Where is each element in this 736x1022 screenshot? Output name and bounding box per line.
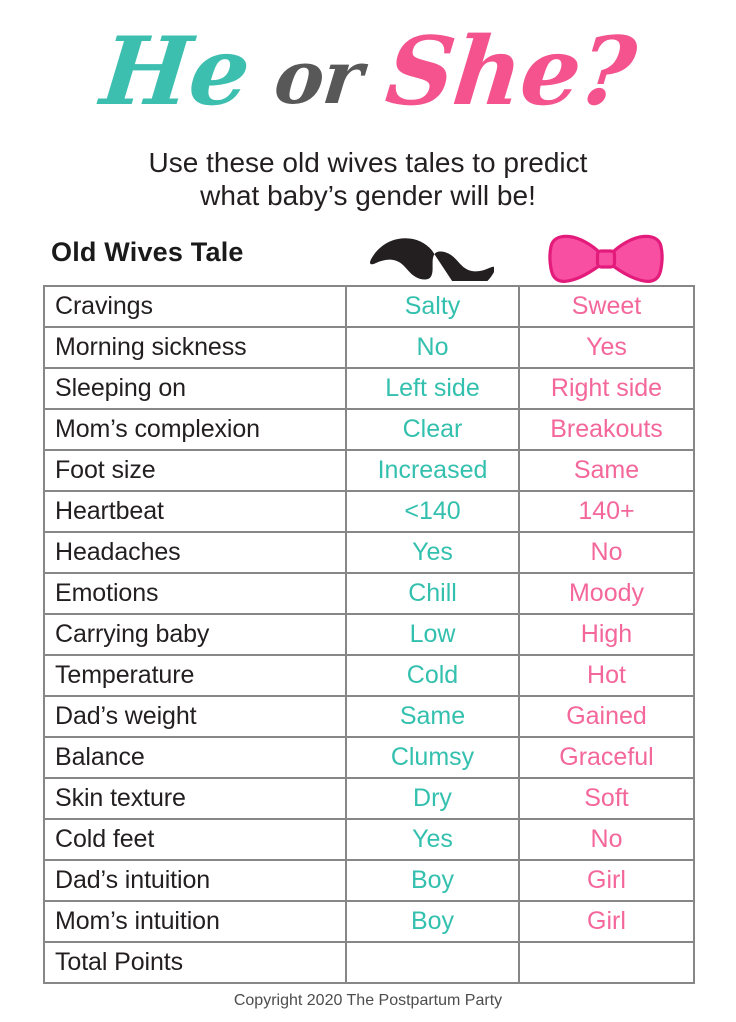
cell-boy[interactable]: Chill (345, 572, 520, 615)
cell-boy[interactable]: Increased (345, 449, 520, 492)
cell-total-points-girl[interactable] (518, 941, 695, 984)
cell-girl[interactable]: Sweet (518, 285, 695, 328)
cell-girl[interactable]: Graceful (518, 736, 695, 779)
column-header-boy (345, 233, 518, 285)
cell-boy[interactable]: Left side (345, 367, 520, 410)
cell-girl[interactable]: Same (518, 449, 695, 492)
cell-boy[interactable]: No (345, 326, 520, 369)
cell-boy[interactable]: Cold (345, 654, 520, 697)
table-row: Balance Clumsy Graceful (43, 736, 695, 779)
cell-girl[interactable]: Girl (518, 900, 695, 943)
cell-tale[interactable]: Carrying baby (43, 613, 347, 656)
table-row: Sleeping on Left side Right side (43, 367, 695, 410)
table-row: Morning sickness No Yes (43, 326, 695, 369)
cell-boy[interactable]: Clumsy (345, 736, 520, 779)
cell-boy[interactable]: Salty (345, 285, 520, 328)
cell-boy[interactable]: Low (345, 613, 520, 656)
column-header-girl (518, 233, 693, 285)
cell-girl[interactable]: Right side (518, 367, 695, 410)
cell-girl[interactable]: High (518, 613, 695, 656)
cell-tale[interactable]: Heartbeat (43, 490, 347, 533)
column-header-old-wives-tale: Old Wives Tale (51, 237, 244, 267)
cell-girl[interactable]: 140+ (518, 490, 695, 533)
subtitle-line-1: Use these old wives tales to predict (148, 147, 588, 178)
table-row: Headaches Yes No (43, 531, 695, 574)
cell-boy[interactable]: Yes (345, 531, 520, 574)
table-row: Cold feet Yes No (43, 818, 695, 861)
cell-girl[interactable]: Moody (518, 572, 695, 615)
title-word-she: She? (381, 17, 640, 127)
cell-girl[interactable]: Gained (518, 695, 695, 738)
cell-tale[interactable]: Skin texture (43, 777, 347, 820)
cell-girl[interactable]: No (518, 531, 695, 574)
cell-boy[interactable]: Dry (345, 777, 520, 820)
cell-tale[interactable]: Mom’s intuition (43, 900, 347, 943)
cell-tale[interactable]: Dad’s intuition (43, 859, 347, 902)
title-word-or: or (270, 35, 366, 121)
cell-tale[interactable]: Sleeping on (43, 367, 347, 410)
cell-total-points-boy[interactable] (345, 941, 520, 984)
copyright-text: Copyright 2020 The Postpartum Party (233, 992, 503, 1009)
table-row: Temperature Cold Hot (43, 654, 695, 697)
cell-tale[interactable]: Foot size (43, 449, 347, 492)
cell-tale[interactable]: Dad’s weight (43, 695, 347, 738)
cell-girl[interactable]: Girl (518, 859, 695, 902)
cell-girl[interactable]: Breakouts (518, 408, 695, 451)
table-row: Heartbeat <140 140+ (43, 490, 695, 533)
page-subtitle: Use these old wives tales to predict wha… (0, 146, 736, 212)
table-row: Mom’s intuition Boy Girl (43, 900, 695, 943)
subtitle-line-2: what baby’s gender will be! (200, 180, 536, 211)
cell-boy[interactable]: Boy (345, 859, 520, 902)
cell-tale[interactable]: Temperature (43, 654, 347, 697)
cell-tale[interactable]: Mom’s complexion (43, 408, 347, 451)
cell-boy[interactable]: Boy (345, 900, 520, 943)
cell-girl[interactable]: No (518, 818, 695, 861)
cell-boy[interactable]: <140 (345, 490, 520, 533)
cell-tale[interactable]: Headaches (43, 531, 347, 574)
old-wives-tale-table: Cravings Salty Sweet Morning sickness No… (43, 285, 695, 984)
cell-tale[interactable]: Cravings (43, 285, 347, 328)
cell-boy[interactable]: Clear (345, 408, 520, 451)
cell-girl[interactable]: Hot (518, 654, 695, 697)
table-row: Dad’s weight Same Gained (43, 695, 695, 738)
title-word-he: He (96, 17, 255, 127)
table-row: Emotions Chill Moody (43, 572, 695, 615)
cell-tale[interactable]: Balance (43, 736, 347, 779)
table-row: Carrying baby Low High (43, 613, 695, 656)
cell-total-points-label[interactable]: Total Points (43, 941, 347, 984)
table-row-total: Total Points (43, 941, 695, 984)
table-row: Foot size Increased Same (43, 449, 695, 492)
table-body: Cravings Salty Sweet Morning sickness No… (43, 285, 695, 984)
bow-tie-icon (547, 234, 665, 284)
table-row: Mom’s complexion Clear Breakouts (43, 408, 695, 451)
cell-boy[interactable]: Same (345, 695, 520, 738)
cell-girl[interactable]: Yes (518, 326, 695, 369)
cell-girl[interactable]: Soft (518, 777, 695, 820)
page-title: He or She? (0, 8, 736, 136)
cell-tale[interactable]: Cold feet (43, 818, 347, 861)
mustache-icon (369, 237, 494, 281)
table-row: Cravings Salty Sweet (43, 285, 695, 328)
cell-tale[interactable]: Emotions (43, 572, 347, 615)
table-row: Skin texture Dry Soft (43, 777, 695, 820)
cell-boy[interactable]: Yes (345, 818, 520, 861)
table-row: Dad’s intuition Boy Girl (43, 859, 695, 902)
table-header-strip: Old Wives Tale (43, 233, 693, 285)
cell-tale[interactable]: Morning sickness (43, 326, 347, 369)
